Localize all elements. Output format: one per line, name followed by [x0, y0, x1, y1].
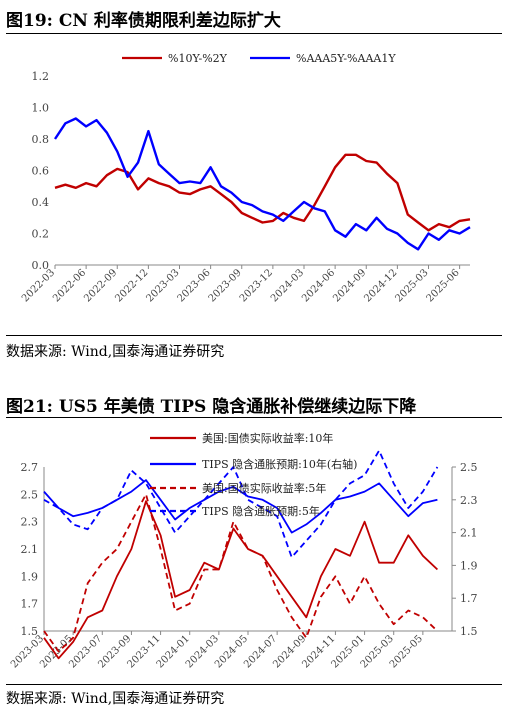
series-line-1 — [43, 500, 439, 660]
x-tick-label: 2025-03 — [393, 267, 430, 304]
y-tick-label: 1.9 — [21, 570, 39, 583]
x-tick-label: 2022-03 — [20, 267, 57, 304]
y2-tick-label: 2.5 — [460, 461, 478, 474]
y-tick-label: 1.0 — [32, 102, 50, 115]
x-tick-label: 2023-06 — [176, 267, 213, 304]
x-tick-label: 2022-06 — [51, 267, 88, 304]
y-tick-label: 0.4 — [32, 196, 50, 209]
y2-tick-label: 1.7 — [460, 592, 478, 605]
y-tick-label: 1.7 — [21, 598, 39, 611]
series-line-2 — [43, 479, 438, 534]
y-tick-label: 0.8 — [32, 133, 50, 146]
y-tick-label: 2.1 — [21, 543, 39, 556]
x-tick-label: 2024-06 — [300, 267, 337, 304]
x-tick-label: 2023-03 — [144, 267, 181, 304]
x-tick-label: 2022-09 — [82, 267, 119, 304]
figure-19-title-rule — [6, 33, 502, 34]
figure-21-title-rule — [6, 417, 502, 418]
chart-us5-tips: 1.51.71.92.12.32.52.71.51.71.92.12.32.52… — [9, 431, 478, 671]
figure-21-bottom-rule — [6, 684, 502, 685]
x-tick-label: 2024-12 — [362, 267, 399, 304]
y-tick-label: 0.6 — [32, 165, 50, 178]
x-tick-label: 2023-09 — [207, 267, 244, 304]
y-tick-label: 0.2 — [32, 228, 50, 241]
x-tick-label: 2022-12 — [113, 267, 150, 304]
legend-label-1: 美国:国债实际收益率:10年 — [202, 431, 333, 445]
y-tick-label: 2.5 — [21, 488, 39, 501]
y-tick-label: 0.0 — [32, 259, 50, 272]
figure-21-title: 图21: US5 年美债 TIPS 隐含通胀补偿继续边际下降 — [6, 397, 417, 417]
legend-label-3: 美国:国债实际收益率:5年 — [202, 481, 326, 495]
y-tick-label: 2.3 — [21, 516, 39, 529]
legend-label-4: TIPS 隐含通胀预期:5年 — [202, 504, 320, 518]
figure-19-bottom-rule — [6, 335, 502, 336]
y2-tick-label: 1.5 — [460, 625, 478, 638]
chart-cn-term-spread: 0.00.20.40.60.81.01.22022-032022-062022-… — [20, 52, 471, 305]
legend-label-2: TIPS 隐含通胀预期:10年(右轴) — [202, 457, 357, 471]
series-line-1 — [54, 153, 471, 232]
series-line-3 — [43, 493, 439, 653]
y-tick-label: 1.5 — [21, 625, 39, 638]
y-tick-label: 1.2 — [32, 70, 50, 83]
x-tick-label: 2025-06 — [425, 267, 462, 304]
x-tick-label: 2024-09 — [331, 267, 368, 304]
y2-tick-label: 1.9 — [460, 559, 478, 572]
series-line-2 — [53, 117, 471, 251]
x-tick-label: 2023-12 — [238, 267, 275, 304]
x-tick-label: 2024-03 — [269, 267, 306, 304]
y2-tick-label: 2.1 — [460, 527, 478, 540]
legend-label-1: %10Y-%2Y — [168, 52, 228, 65]
series-line-4 — [43, 449, 439, 559]
y2-tick-label: 2.3 — [460, 494, 478, 507]
figure-19-source: 数据来源: Wind,国泰海通证券研究 — [6, 344, 225, 360]
figure-19-title: 图19: CN 利率债期限利差边际扩大 — [6, 11, 281, 31]
y-tick-label: 2.7 — [21, 461, 39, 474]
legend-label-2: %AAA5Y-%AAA1Y — [296, 52, 396, 65]
figure-21-source: 数据来源: Wind,国泰海通证券研究 — [6, 691, 225, 707]
